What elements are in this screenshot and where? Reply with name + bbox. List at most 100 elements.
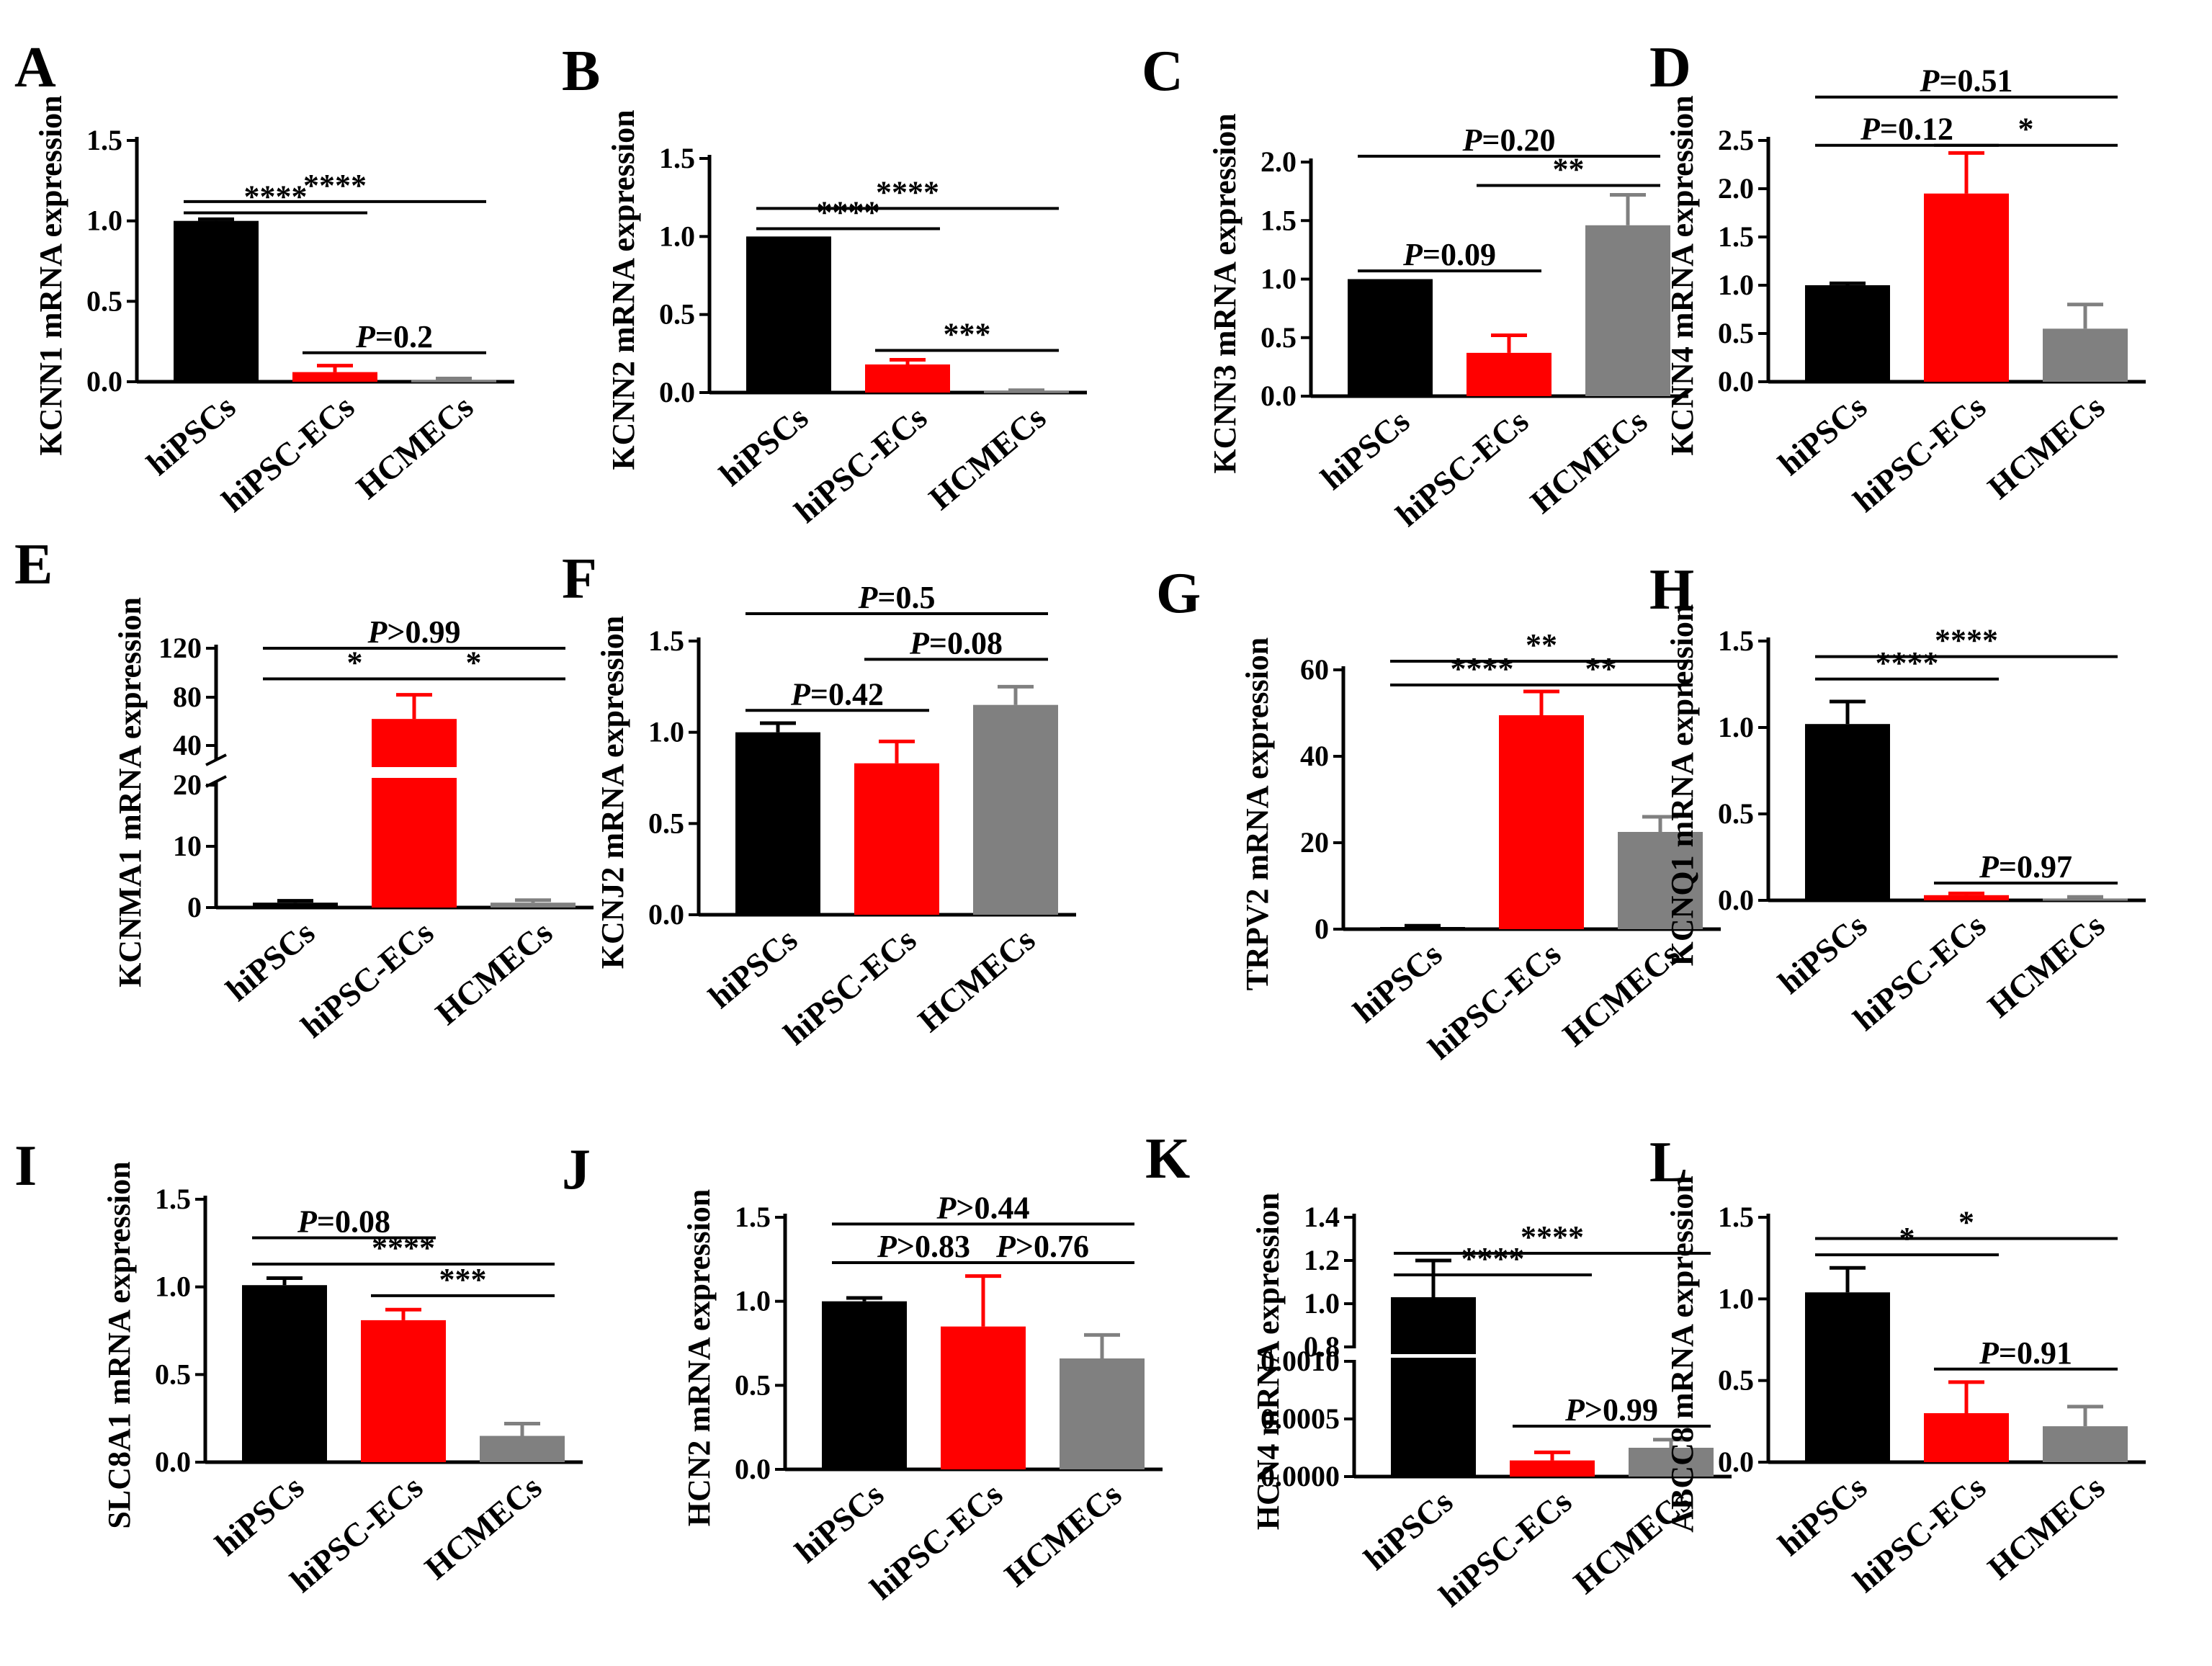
y-axis-label: KCNN3 mRNA expression <box>1207 113 1242 473</box>
y-tick-label: 0.0010 <box>1261 1345 1340 1377</box>
bar-hipscs <box>1805 1292 1890 1462</box>
x-tick-label: hiPSC-ECs <box>215 388 361 519</box>
panel-f: F KCNJ2 mRNA expression 0.0 0.5 1.0 1.5 P=0.42… <box>562 547 1076 1052</box>
x-tick-label: HCMECs <box>911 921 1042 1039</box>
bar-hipsc-ecs <box>292 372 377 382</box>
bar-hipsc-ecs <box>1924 895 2009 900</box>
panel-letter: A <box>14 36 56 99</box>
x-tick-label: hiPSCs <box>702 921 804 1016</box>
bar-hipsc-ecs <box>1467 352 1551 396</box>
x-tick-label: hiPSCs <box>140 388 242 483</box>
bar-hipscs <box>1391 1297 1476 1354</box>
bar-hipsc-ecs <box>941 1326 1026 1469</box>
axis-break-mark <box>205 753 227 766</box>
significance-label: * <box>347 645 363 681</box>
y-axis-label: KCNMA1 mRNA expression <box>112 597 148 987</box>
x-tick-label: hiPSC-ECs <box>787 399 933 530</box>
y-axis-label: KCNQ1 mRNA expression <box>1665 604 1700 967</box>
y-tick-label: 0.0005 <box>1261 1402 1340 1435</box>
bar-hipsc-ecs <box>1924 193 2009 382</box>
panel-j: J HCN2 mRNA expression 0.0 0.5 1.0 1.5 P>0.83 P… <box>562 1138 1163 1607</box>
x-tick-label: hiPSCs <box>1771 388 1873 483</box>
bar-hipsc-ecs <box>372 778 457 908</box>
panel-c: C KCNN3 mRNA expression 0.0 0.5 1.0 1.5 2.0 P=0… <box>1142 40 1688 534</box>
significance-label: P=0.09 <box>1402 237 1496 272</box>
x-tick-label: HCMECs <box>1981 1469 2112 1587</box>
y-tick-label: 0.5 <box>1261 321 1297 354</box>
y-tick-label: 0.5 <box>648 807 684 839</box>
x-tick-label: hiPSC-ECs <box>1846 1469 1992 1600</box>
y-tick-label: 1.5 <box>1261 204 1297 236</box>
bar-hipscs <box>746 236 831 393</box>
y-tick-label: 0.5 <box>659 298 695 331</box>
significance-label: **** <box>876 174 939 210</box>
significance-label: *** <box>439 1262 487 1297</box>
y-tick-label: 1.0 <box>1718 711 1754 743</box>
x-tick-label: hiPSC-ECs <box>1846 907 1992 1038</box>
significance-label: **** <box>244 179 308 215</box>
y-tick-label: 0.5 <box>155 1358 191 1390</box>
y-axis-label: ABCC8 mRNA expression <box>1665 1175 1700 1532</box>
y-tick-label: 40 <box>1300 740 1329 772</box>
significance-label: *** <box>944 317 991 352</box>
panel-letter: K <box>1145 1127 1190 1191</box>
significance-label: P=0.2 <box>355 319 433 354</box>
significance-label: **** <box>1935 623 1998 658</box>
y-tick-label: 0.5 <box>1718 797 1754 830</box>
bar-hipscs <box>735 732 820 915</box>
x-tick-label: HCMECs <box>1523 403 1654 521</box>
significance-label: **** <box>1876 645 1939 681</box>
significance-label: **** <box>1521 1219 1584 1255</box>
panel-letter: F <box>562 547 597 611</box>
x-tick-label: hiPSCs <box>219 914 321 1008</box>
bar-hcmecs <box>2043 898 2128 901</box>
y-axis-label: KCNN1 mRNA expression <box>33 95 68 455</box>
significance-label: P>0.99 <box>367 614 461 650</box>
y-tick-label: 1.5 <box>659 142 695 174</box>
y-tick-label: 0.0 <box>86 365 122 398</box>
bar-hcmecs <box>1629 1448 1714 1477</box>
y-axis-label: KCNJ2 mRNA expression <box>595 616 630 969</box>
y-tick-label: 0 <box>1315 913 1329 945</box>
y-tick-label: 1.5 <box>86 124 122 156</box>
y-tick-label: 1.0 <box>1718 1282 1754 1315</box>
bar-hipscs <box>242 1285 327 1462</box>
y-tick-label: 0.8 <box>1304 1330 1340 1363</box>
y-axis-label: SLC8A1 mRNA expression <box>102 1161 137 1528</box>
y-tick-label: 2.0 <box>1261 145 1297 178</box>
bar-hcmecs <box>1060 1358 1145 1469</box>
y-tick-label: 0.0 <box>1718 884 1754 916</box>
bar-hcmecs <box>491 903 576 908</box>
significance-label: **** <box>372 1230 435 1266</box>
panel-letter: E <box>14 533 53 596</box>
significance-label: * <box>2018 112 2034 147</box>
bar-hcmecs <box>973 704 1058 915</box>
significance-label: **** <box>303 168 367 203</box>
significance-label: P>0.83 <box>877 1229 970 1264</box>
y-tick-label: 1.5 <box>1718 624 1754 657</box>
bar-hcmecs <box>411 380 496 382</box>
y-tick-label: 60 <box>1300 653 1329 686</box>
y-tick-label: 2.5 <box>1718 124 1754 156</box>
y-tick-label: 120 <box>158 632 202 664</box>
y-tick-label: 0.0 <box>1718 365 1754 398</box>
significance-label: * <box>1958 1204 1974 1240</box>
y-tick-label: 1.0 <box>659 220 695 252</box>
y-tick-label: 1.2 <box>1304 1244 1340 1276</box>
significance-label: P>0.44 <box>936 1190 1030 1225</box>
y-tick-label: 0.5 <box>1718 317 1754 349</box>
significance-label: ** <box>1526 627 1557 663</box>
x-tick-label: HCMECs <box>1981 907 2112 1025</box>
x-tick-label: HCMECs <box>1981 388 2112 506</box>
significance-label: **** <box>1461 1241 1525 1276</box>
significance-label: P=0.12 <box>1860 112 1953 147</box>
bar-hcmecs <box>1618 832 1703 929</box>
y-tick-label: 1.0 <box>155 1271 191 1303</box>
y-tick-label: 10 <box>173 830 202 862</box>
y-tick-label: 0.0 <box>1718 1446 1754 1478</box>
x-tick-label: hiPSCs <box>1357 1483 1459 1577</box>
x-tick-label: hiPSCs <box>788 1476 890 1570</box>
x-tick-label: hiPSC-ECs <box>283 1469 429 1600</box>
